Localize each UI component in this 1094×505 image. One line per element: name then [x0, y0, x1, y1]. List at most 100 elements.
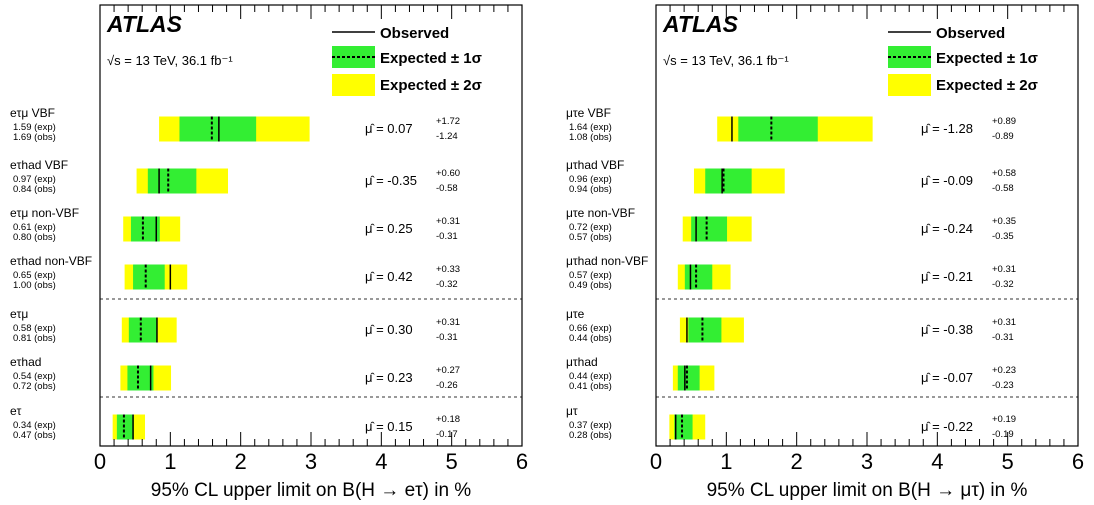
- mu-hat-uncertainty-down: -1.24: [436, 131, 458, 142]
- one-sigma-band: [116, 414, 134, 440]
- mu-hat-value: μ̂ = -1.28: [921, 121, 973, 136]
- one-sigma-band: [147, 168, 197, 194]
- row-label: μτhad VBF: [566, 158, 624, 172]
- legend-two-sigma-swatch: [888, 74, 931, 96]
- mu-hat-uncertainty-up: +0.35: [992, 216, 1016, 227]
- mu-hat-value: μ̂ = 0.23: [365, 370, 413, 385]
- legend-expected-1s: Expected ± 1σ: [380, 50, 482, 67]
- legend-observed: Observed: [380, 25, 449, 42]
- mu-hat-uncertainty-up: +0.23: [992, 365, 1016, 376]
- mu-hat-uncertainty-up: +0.33: [436, 264, 460, 275]
- row-observed-text: 0.41 (obs): [569, 381, 612, 392]
- mu-hat-uncertainty-up: +0.31: [992, 264, 1016, 275]
- mu-hat-value: μ̂ = -0.35: [365, 173, 417, 188]
- one-sigma-band: [684, 264, 713, 290]
- one-sigma-band: [127, 365, 154, 391]
- one-sigma-band: [130, 216, 160, 242]
- mu-hat-uncertainty-down: -0.23: [992, 380, 1014, 391]
- row-label: μτhad: [566, 355, 598, 369]
- x-tick-label: 4: [931, 449, 943, 474]
- row-expected-text: 0.34 (exp): [13, 420, 56, 431]
- legend-expected-2s: Expected ± 2σ: [936, 77, 1038, 94]
- row-observed-text: 1.08 (obs): [569, 132, 612, 143]
- row-label: eτhad: [10, 355, 41, 369]
- energy-label: √s = 13 TeV, 36.1 fb⁻¹: [663, 53, 789, 68]
- row-observed-text: 0.49 (obs): [569, 280, 612, 291]
- mu-hat-uncertainty-down: -0.26: [436, 380, 458, 391]
- mu-hat-uncertainty-up: +1.72: [436, 116, 460, 127]
- row-expected-text: 0.66 (exp): [569, 323, 612, 334]
- row-expected-text: 1.59 (exp): [13, 122, 56, 133]
- mu-hat-uncertainty-down: -0.58: [436, 183, 458, 194]
- limit-row: μτhad 0.44 (exp)0.41 (obs) μ̂ = -0.07 +0.23…: [566, 355, 1016, 392]
- row-expected-text: 0.44 (exp): [569, 371, 612, 382]
- x-tick-label: 2: [791, 449, 803, 474]
- limit-row: μτe non-VBF 0.72 (exp)0.57 (obs) μ̂ = -0.2…: [566, 206, 1016, 243]
- legend-expected-2s: Expected ± 2σ: [380, 77, 482, 94]
- legend-observed: Observed: [936, 25, 1005, 42]
- row-observed-text: 1.00 (obs): [13, 280, 56, 291]
- one-sigma-band: [179, 116, 257, 142]
- mu-hat-value: μ̂ = -0.09: [921, 173, 973, 188]
- one-sigma-band: [688, 317, 722, 343]
- x-axis-label: 95% CL upper limit on B(H → eτ) in %: [151, 480, 472, 501]
- limit-row: μτhad non-VBF 0.57 (exp)0.49 (obs) μ̂ = -0…: [566, 254, 1016, 291]
- mu-hat-uncertainty-up: +0.58: [992, 168, 1016, 179]
- mu-hat-value: μ̂ = -0.07: [921, 370, 973, 385]
- x-tick-label: 2: [235, 449, 247, 474]
- row-observed-text: 0.47 (obs): [13, 430, 56, 441]
- one-sigma-band: [674, 414, 693, 440]
- x-axis: 0 1 2 3 4 5 6 95% CL upper limit on B(H → μτ) i…: [650, 5, 1084, 501]
- one-sigma-band: [677, 365, 700, 391]
- mu-hat-value: μ̂ = 0.30: [365, 322, 413, 337]
- energy-label: √s = 13 TeV, 36.1 fb⁻¹: [107, 53, 233, 68]
- mu-hat-uncertainty-up: +0.27: [436, 365, 460, 376]
- x-tick-label: 5: [446, 449, 458, 474]
- one-sigma-band: [705, 168, 752, 194]
- mu-hat-uncertainty-down: -0.32: [992, 279, 1014, 290]
- mu-hat-uncertainty-up: +0.60: [436, 168, 460, 179]
- one-sigma-band: [691, 216, 728, 242]
- row-observed-text: 0.57 (obs): [569, 232, 612, 243]
- limit-row: eτμ non-VBF 0.61 (exp)0.80 (obs) μ̂ = 0.25…: [10, 206, 460, 243]
- mu-hat-value: μ̂ = -0.21: [921, 269, 973, 284]
- mu-hat-value: μ̂ = 0.25: [365, 221, 413, 236]
- mu-hat-value: μ̂ = 0.07: [365, 121, 413, 136]
- row-observed-text: 0.28 (obs): [569, 430, 612, 441]
- x-axis-label: 95% CL upper limit on B(H → μτ) in %: [707, 480, 1028, 501]
- row-label: μτhad non-VBF: [566, 254, 648, 268]
- mu-hat-uncertainty-down: -0.32: [436, 279, 458, 290]
- x-tick-label: 6: [1072, 449, 1084, 474]
- x-tick-label: 5: [1002, 449, 1014, 474]
- row-label: eτμ VBF: [10, 106, 55, 120]
- mu-hat-value: μ̂ = 0.42: [365, 269, 413, 284]
- row-observed-text: 0.84 (obs): [13, 184, 56, 195]
- row-label: eτhad VBF: [10, 158, 68, 172]
- mu-hat-uncertainty-down: -0.58: [992, 183, 1014, 194]
- mu-hat-uncertainty-down: -0.17: [436, 429, 458, 440]
- limit-row: μτhad VBF 0.96 (exp)0.94 (obs) μ̂ = -0.09 +…: [566, 158, 1016, 195]
- x-tick-label: 3: [861, 449, 873, 474]
- x-tick-label: 1: [164, 449, 176, 474]
- row-expected-text: 0.61 (exp): [13, 222, 56, 233]
- limit-row: eτμ 0.58 (exp)0.81 (obs) μ̂ = 0.30 +0.31 -0.…: [10, 307, 460, 344]
- limit-row: eτ 0.34 (exp)0.47 (obs) μ̂ = 0.15 +0.18 -0.1…: [10, 404, 460, 441]
- row-observed-text: 0.44 (obs): [569, 333, 612, 344]
- row-label: μτe: [566, 307, 585, 321]
- legend-two-sigma-swatch: [332, 74, 375, 96]
- row-expected-text: 0.37 (exp): [569, 420, 612, 431]
- mu-hat-value: μ̂ = 0.15: [365, 419, 413, 434]
- limit-row: μτe 0.66 (exp)0.44 (obs) μ̂ = -0.38 +0.31 -0…: [566, 307, 1016, 344]
- row-observed-text: 0.81 (obs): [13, 333, 56, 344]
- row-observed-text: 0.94 (obs): [569, 184, 612, 195]
- x-axis: 0 1 2 3 4 5 6 95% CL upper limit on B(H → eτ) i…: [94, 5, 528, 501]
- x-tick-label: 1: [720, 449, 732, 474]
- chart-panel-2: μτe VBF 1.64 (exp)1.08 (obs) μ̂ = -1.28 +0.…: [566, 4, 1084, 501]
- row-expected-text: 0.96 (exp): [569, 174, 612, 185]
- one-sigma-band: [738, 116, 818, 142]
- row-label: μτe non-VBF: [566, 206, 635, 220]
- mu-hat-value: μ̂ = -0.24: [921, 221, 973, 236]
- x-tick-label: 0: [650, 449, 662, 474]
- atlas-label: ATLAS: [662, 11, 739, 37]
